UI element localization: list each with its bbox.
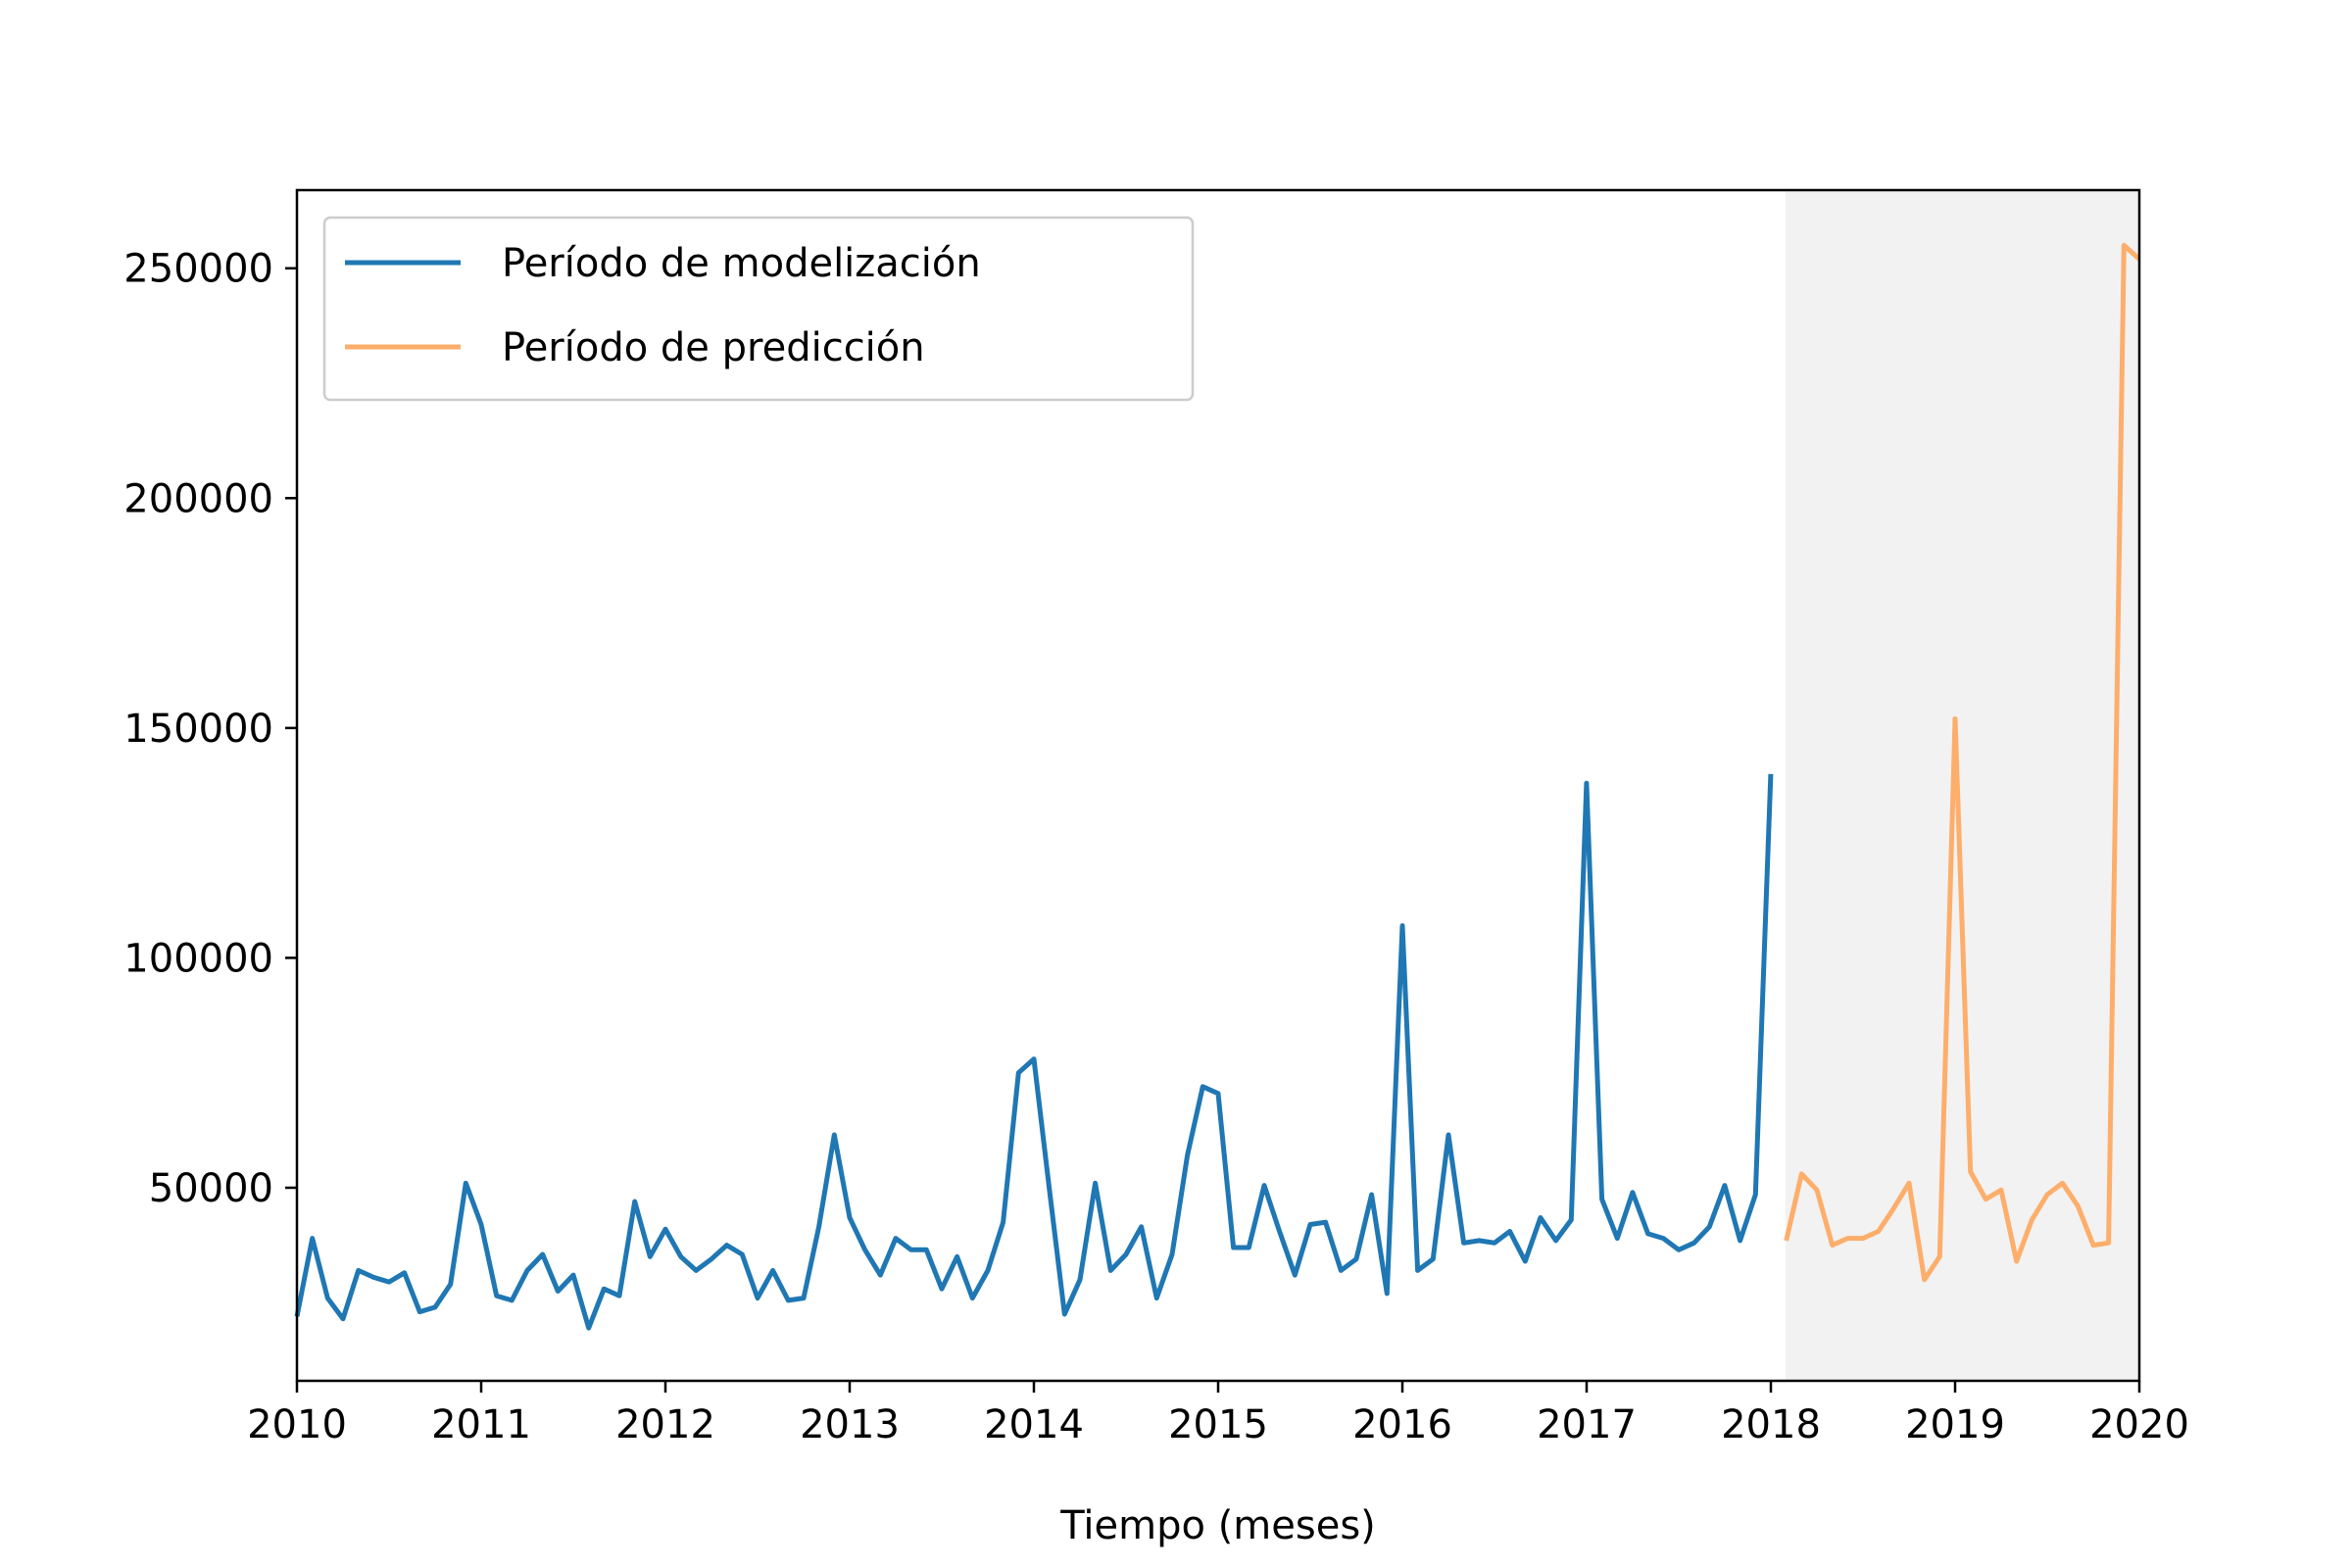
x-tick-label: 2018 bbox=[1721, 1402, 1821, 1447]
x-tick-label: 2020 bbox=[2089, 1402, 2189, 1447]
y-tick-label: 150000 bbox=[123, 707, 273, 752]
legend-label-prediccion: Período de predicción bbox=[502, 325, 925, 370]
series-layer bbox=[294, 242, 2141, 1331]
legend-label-modelizacion: Período de modelización bbox=[502, 241, 981, 286]
legend: Período de modelización Período de predi… bbox=[322, 216, 1195, 402]
series-line-prediccion bbox=[1784, 242, 2141, 1283]
legend-box bbox=[322, 216, 1195, 402]
series-line-modelizacion bbox=[294, 773, 1774, 1331]
x-tick-label: 2016 bbox=[1352, 1402, 1452, 1447]
x-tick-label: 2010 bbox=[247, 1402, 347, 1447]
x-axis-label: Tiempo (meses) bbox=[1059, 1503, 1376, 1548]
x-axis: 2010 2011 2012 2013 2014 2015 2016 2017 2018 2019… bbox=[247, 1381, 2189, 1447]
y-tick-label: 100000 bbox=[123, 936, 273, 981]
y-tick-label: 50000 bbox=[149, 1166, 273, 1211]
x-tick-label: 2019 bbox=[1905, 1402, 2005, 1447]
prediction-period-shading bbox=[1786, 190, 2139, 1381]
x-tick-label: 2014 bbox=[984, 1402, 1084, 1447]
y-tick-label: 200000 bbox=[123, 476, 273, 521]
x-tick-label: 2013 bbox=[800, 1402, 900, 1447]
x-tick-label: 2011 bbox=[431, 1402, 531, 1447]
y-axis: 50000 100000 150000 200000 250000 bbox=[123, 247, 297, 1211]
y-tick-label: 250000 bbox=[123, 247, 273, 292]
x-tick-label: 2015 bbox=[1168, 1402, 1268, 1447]
x-tick-label: 2017 bbox=[1537, 1402, 1637, 1447]
x-tick-label: 2012 bbox=[615, 1402, 715, 1447]
